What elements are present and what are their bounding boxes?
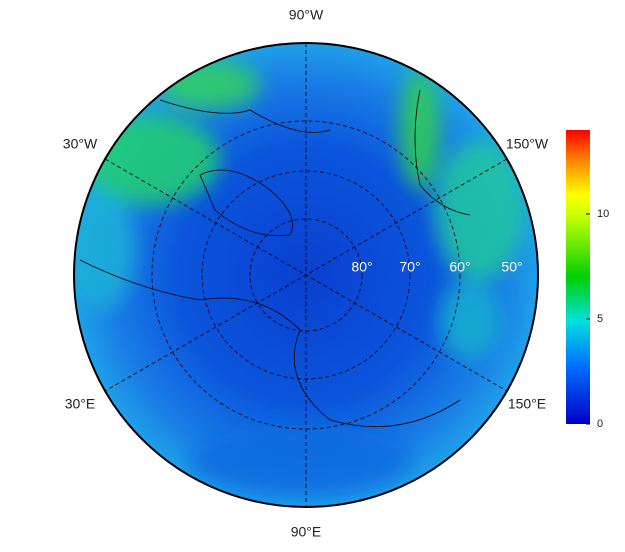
latitude-label: 80° [351,259,372,275]
map-field [74,43,538,507]
colorbar-tick-label: 10 [597,208,609,220]
map-border [73,42,539,508]
latitude-circle [151,120,461,430]
latitude-label: 50° [501,259,522,275]
graticule [104,43,508,507]
longitude-label: 150°W [506,136,549,152]
latitude-label: 60° [449,259,470,275]
longitude-label: 150°E [508,396,546,412]
longitude-label: 30°E [65,396,96,412]
longitude-label: 30°W [63,136,98,152]
colorbar-tick-label: 5 [597,313,603,325]
longitude-label: 90°W [289,7,324,23]
latitude-circle [249,218,363,332]
longitude-label: 90°E [291,524,322,540]
meridian [104,158,508,392]
colorbar-tick-label: 0 [597,418,603,430]
latitude-label: 70° [399,259,420,275]
colorbar [566,130,590,424]
latitude-circle [201,170,411,380]
